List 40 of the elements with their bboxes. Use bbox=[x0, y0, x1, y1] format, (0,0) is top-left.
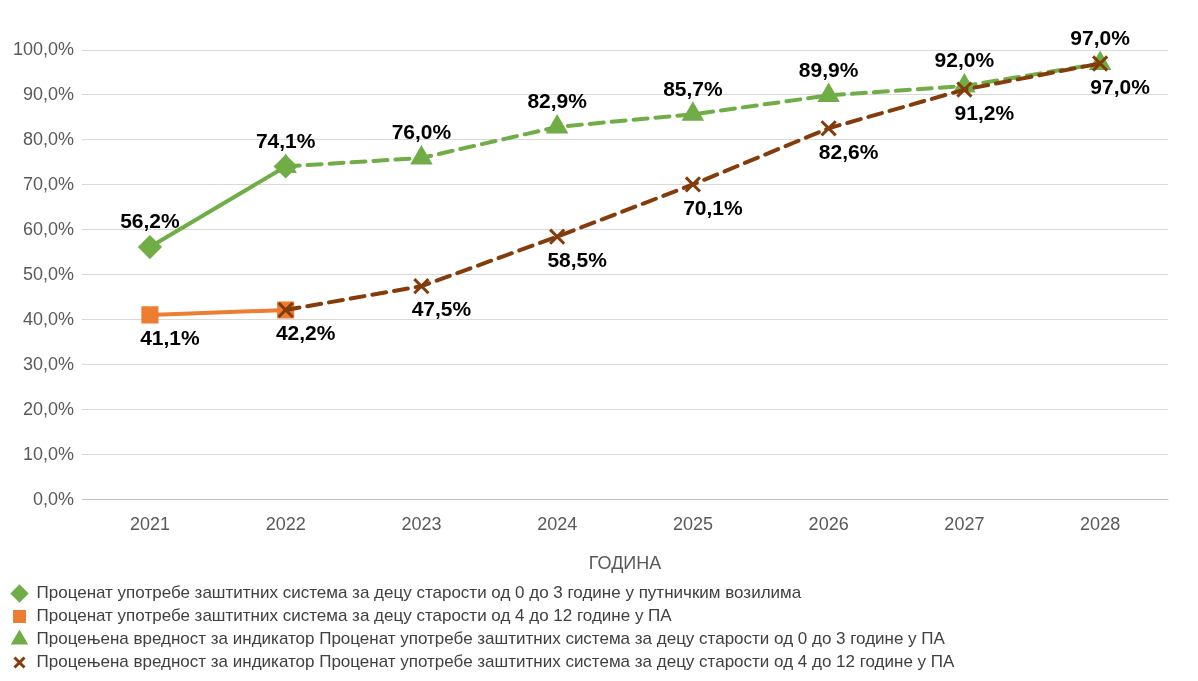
data-label: 82,9% bbox=[527, 89, 588, 113]
x-tick-label: 2024 bbox=[537, 513, 578, 534]
data-label: 97,0% bbox=[1090, 74, 1151, 98]
y-tick-label: 100,0% bbox=[12, 38, 75, 59]
y-tick-label: 80,0% bbox=[23, 128, 75, 149]
y-tick-label: 0,0% bbox=[33, 488, 75, 509]
x-tick-label: 2025 bbox=[672, 513, 713, 534]
x-tick-label: 2022 bbox=[265, 513, 306, 534]
y-tick-label: 20,0% bbox=[23, 398, 75, 419]
y-tick-label: 10,0% bbox=[23, 443, 75, 464]
data-label: 47,5% bbox=[411, 297, 472, 321]
x-tick-label: 2028 bbox=[1080, 513, 1121, 534]
y-tick-label: 70,0% bbox=[23, 173, 75, 194]
x-tick-label: 2027 bbox=[944, 513, 985, 534]
data-label: 58,5% bbox=[547, 247, 608, 271]
data-label: 76,0% bbox=[391, 120, 452, 144]
data-label: 41,1% bbox=[140, 326, 201, 350]
data-label: 89,9% bbox=[798, 57, 859, 81]
y-tick-label: 90,0% bbox=[23, 83, 75, 104]
y-tick-label: 40,0% bbox=[23, 308, 75, 329]
x-tick-label: 2026 bbox=[808, 513, 849, 534]
data-label: 97,0% bbox=[1070, 25, 1131, 49]
legend-label: Проценат употребе заштитних система за децу старости од 0 до 3 године у путничким возилима bbox=[36, 583, 802, 603]
x-tick-label: 2021 bbox=[129, 513, 170, 534]
data-label: 91,2% bbox=[954, 100, 1015, 124]
x-axis-title: ГОДИНА bbox=[588, 553, 662, 574]
data-label: 74,1% bbox=[255, 128, 316, 152]
legend-label: Процењена вредност за индикатор Проценат употребе заштитних система за децу старости од 0 до 3 године у ПА bbox=[36, 629, 946, 649]
y-tick-label: 30,0% bbox=[23, 353, 75, 374]
legend-label: Процењена вредност за индикатор Проценат употребе заштитних система за децу старости од 4 до 12 године у ПА bbox=[36, 652, 956, 672]
data-label: 42,2% bbox=[275, 321, 336, 345]
data-label: 56,2% bbox=[120, 209, 181, 233]
data-label: 85,7% bbox=[663, 76, 723, 100]
data-label: 92,0% bbox=[934, 48, 995, 72]
x-tick-label: 2023 bbox=[401, 513, 442, 534]
data-label: 82,6% bbox=[818, 139, 879, 163]
y-tick-label: 60,0% bbox=[23, 218, 75, 239]
y-tick-label: 50,0% bbox=[23, 263, 75, 284]
legend-label: Проценат употребе заштитних система за децу старости од 4 до 12 године у ПА bbox=[36, 606, 673, 626]
data-label: 70,1% bbox=[683, 195, 743, 219]
